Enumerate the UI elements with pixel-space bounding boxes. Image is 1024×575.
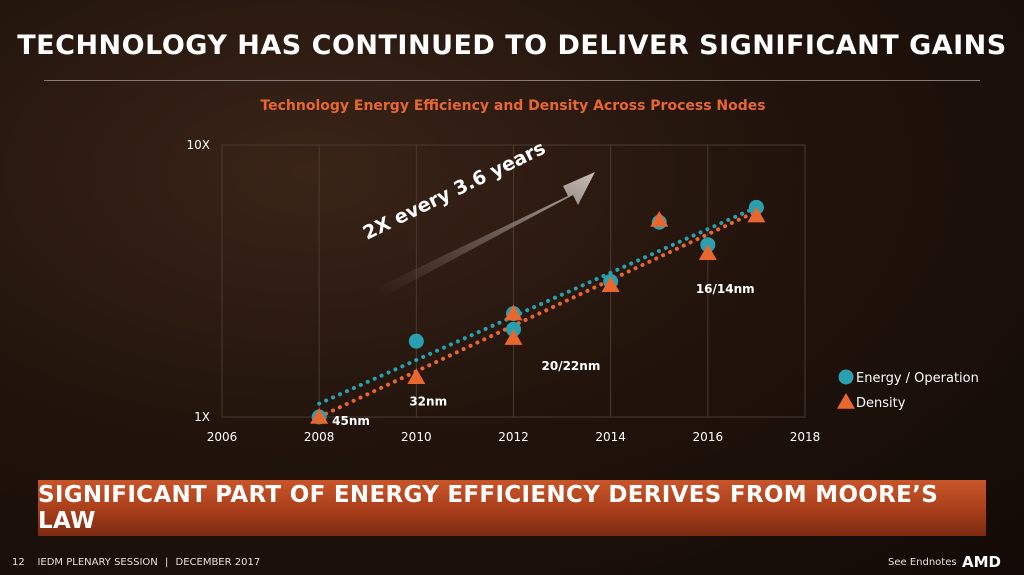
- data-markers: [310, 199, 766, 425]
- density-point: [650, 210, 669, 227]
- y-tick-label: 1X: [194, 410, 210, 424]
- banner-text: SIGNIFICANT PART OF ENERGY EFFICIENCY DE…: [38, 482, 939, 534]
- trend-arrow-label: 2X every 3.6 years: [360, 137, 549, 244]
- density-point: [747, 206, 766, 223]
- trendlines: [317, 205, 759, 419]
- density-point: [407, 368, 426, 385]
- x-tick-label: 2018: [790, 430, 821, 444]
- y-tick-label: 10X: [187, 138, 211, 152]
- session-name: IEDM PLENARY SESSION: [37, 557, 158, 568]
- x-tick-label: 2014: [595, 430, 626, 444]
- energy-point: [408, 333, 424, 349]
- legend-marker: [837, 393, 855, 409]
- node-label: 32nm: [409, 394, 447, 408]
- conclusion-banner: SIGNIFICANT PART OF ENERGY EFFICIENCY DE…: [38, 480, 986, 536]
- node-annotations: 45nm 32nm 20/22nm 16/14nm: [332, 282, 754, 428]
- node-label: 20/22nm: [542, 359, 601, 373]
- density-point: [698, 244, 717, 260]
- legend-label: Energy / Operation: [856, 371, 979, 386]
- chart: Technology Energy Efficiency and Density…: [187, 98, 979, 444]
- node-label: 16/14nm: [696, 282, 755, 296]
- amd-logo: AMD: [962, 553, 1001, 571]
- chart-title: Technology Energy Efficiency and Density…: [260, 98, 765, 114]
- gridlines: [318, 145, 709, 417]
- x-tick-label: 2010: [401, 430, 432, 444]
- x-tick-label: 2008: [304, 430, 335, 444]
- density-point: [504, 329, 523, 345]
- footer-separator: |: [164, 557, 169, 568]
- legend: Energy / Operation Density: [837, 369, 979, 411]
- slide-title: TECHNOLOGY HAS CONTINUED TO DELIVER SIGN…: [17, 30, 1007, 61]
- density-point: [601, 276, 620, 293]
- x-tick-label: 2016: [693, 430, 724, 444]
- node-label: 45nm: [332, 414, 370, 428]
- legend-label: Density: [856, 396, 906, 411]
- title-divider: [44, 80, 980, 81]
- trendline: [317, 209, 759, 419]
- endnotes-link[interactable]: See Endnotes: [888, 557, 957, 568]
- trend-arrow: [378, 172, 595, 297]
- density-point: [504, 304, 523, 321]
- footer-left: 12 IEDM PLENARY SESSION | DECEMBER 2017: [12, 557, 260, 568]
- legend-marker: [838, 369, 854, 385]
- page-number: 12: [12, 557, 25, 568]
- x-tick-label: 2012: [498, 430, 529, 444]
- density-point: [310, 408, 329, 424]
- session-date: DECEMBER 2017: [175, 557, 261, 568]
- x-axis-labels: 2006 2008 2010 2012 2014 2016 2018: [207, 430, 821, 444]
- y-axis-labels: 1X 10X: [187, 138, 211, 424]
- x-tick-label: 2006: [207, 430, 238, 444]
